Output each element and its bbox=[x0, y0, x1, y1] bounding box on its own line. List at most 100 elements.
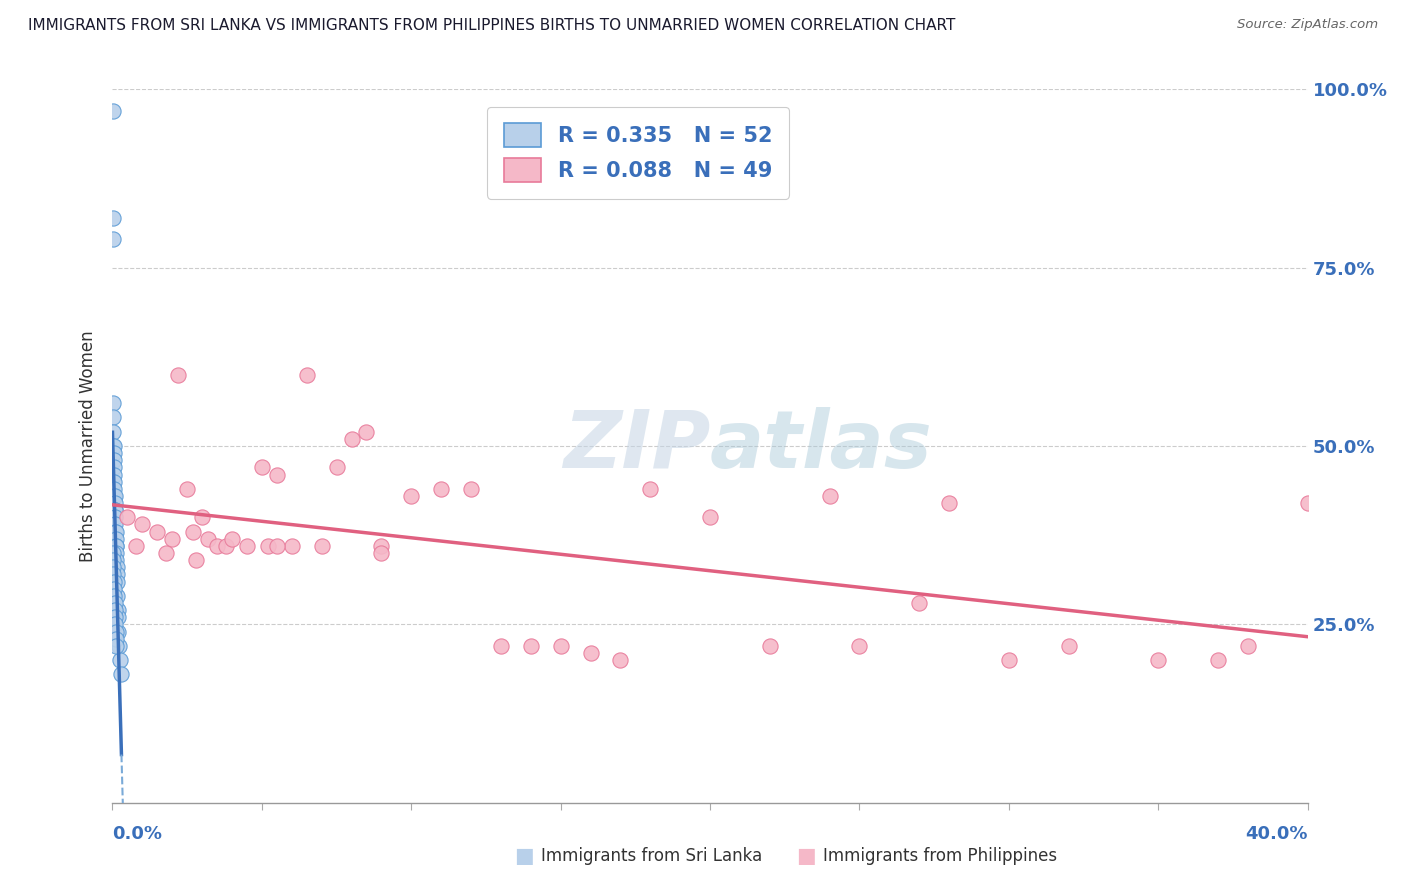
Point bbox=[146, 524, 169, 539]
Point bbox=[325, 460, 347, 475]
Text: Source: ZipAtlas.com: Source: ZipAtlas.com bbox=[1237, 18, 1378, 31]
Point bbox=[356, 425, 378, 439]
Point bbox=[460, 482, 482, 496]
Text: Immigrants from Sri Lanka: Immigrants from Sri Lanka bbox=[541, 847, 762, 865]
Point bbox=[430, 482, 453, 496]
Point bbox=[1147, 653, 1170, 667]
Text: Immigrants from Philippines: Immigrants from Philippines bbox=[823, 847, 1057, 865]
Point bbox=[489, 639, 512, 653]
Y-axis label: Births to Unmarried Women: Births to Unmarried Women bbox=[79, 330, 97, 562]
Point bbox=[998, 653, 1021, 667]
Point bbox=[221, 532, 243, 546]
Point bbox=[250, 460, 273, 475]
Point bbox=[104, 503, 127, 517]
Point bbox=[103, 446, 125, 460]
Point bbox=[101, 232, 124, 246]
Point bbox=[1296, 496, 1319, 510]
Point bbox=[1057, 639, 1080, 653]
Text: ZIP: ZIP bbox=[562, 407, 710, 485]
Point bbox=[101, 211, 124, 225]
Point bbox=[520, 639, 543, 653]
Point bbox=[105, 546, 128, 560]
Point bbox=[295, 368, 318, 382]
Point bbox=[266, 539, 288, 553]
Point bbox=[101, 410, 124, 425]
Point bbox=[107, 610, 129, 624]
Point bbox=[550, 639, 572, 653]
Point bbox=[266, 467, 288, 482]
Point bbox=[117, 510, 139, 524]
Point bbox=[103, 589, 125, 603]
Point bbox=[101, 396, 124, 410]
Point bbox=[103, 467, 125, 482]
Point bbox=[162, 532, 183, 546]
Point bbox=[103, 439, 125, 453]
Point bbox=[176, 482, 198, 496]
Point bbox=[103, 439, 125, 453]
Point bbox=[848, 639, 870, 653]
Point bbox=[101, 553, 124, 567]
Point bbox=[104, 624, 127, 639]
Point bbox=[101, 546, 124, 560]
Point bbox=[281, 539, 304, 553]
Point bbox=[340, 432, 363, 446]
Point bbox=[938, 496, 960, 510]
Point bbox=[104, 539, 127, 553]
Point bbox=[105, 539, 128, 553]
Text: atlas: atlas bbox=[710, 407, 932, 485]
Point bbox=[167, 368, 190, 382]
Point bbox=[108, 653, 131, 667]
Point bbox=[236, 539, 259, 553]
Point bbox=[370, 539, 392, 553]
Point bbox=[103, 574, 125, 589]
Point bbox=[110, 667, 132, 681]
Point bbox=[104, 524, 127, 539]
Point bbox=[104, 603, 127, 617]
Text: IMMIGRANTS FROM SRI LANKA VS IMMIGRANTS FROM PHILIPPINES BIRTHS TO UNMARRIED WOM: IMMIGRANTS FROM SRI LANKA VS IMMIGRANTS … bbox=[28, 18, 956, 33]
Point bbox=[103, 453, 125, 467]
Point bbox=[107, 603, 129, 617]
Point bbox=[197, 532, 219, 546]
Point bbox=[105, 574, 128, 589]
Text: 0.0%: 0.0% bbox=[112, 825, 163, 843]
Point bbox=[105, 632, 128, 646]
Point bbox=[699, 510, 721, 524]
Point bbox=[105, 553, 128, 567]
Point bbox=[105, 589, 128, 603]
Point bbox=[104, 532, 127, 546]
Point bbox=[186, 553, 208, 567]
Point bbox=[108, 639, 131, 653]
Point bbox=[101, 560, 124, 574]
Text: ■: ■ bbox=[796, 847, 815, 866]
Point bbox=[104, 524, 127, 539]
Point bbox=[181, 524, 204, 539]
Point bbox=[257, 539, 280, 553]
Point bbox=[104, 503, 127, 517]
Point bbox=[104, 517, 127, 532]
Point bbox=[131, 517, 153, 532]
Point bbox=[609, 653, 631, 667]
Point bbox=[191, 510, 214, 524]
Point bbox=[103, 567, 125, 582]
Text: ■: ■ bbox=[515, 847, 534, 866]
Point bbox=[205, 539, 228, 553]
Point bbox=[103, 425, 125, 439]
Point bbox=[1206, 653, 1229, 667]
Point bbox=[759, 639, 782, 653]
Point bbox=[107, 624, 129, 639]
Point bbox=[103, 489, 125, 503]
Point bbox=[908, 596, 931, 610]
Point bbox=[105, 639, 128, 653]
Point bbox=[104, 617, 127, 632]
Point bbox=[311, 539, 333, 553]
Point bbox=[103, 482, 125, 496]
Legend: R = 0.335   N = 52, R = 0.088   N = 49: R = 0.335 N = 52, R = 0.088 N = 49 bbox=[488, 107, 789, 199]
Point bbox=[370, 546, 392, 560]
Point bbox=[818, 489, 841, 503]
Point bbox=[1237, 639, 1260, 653]
Point bbox=[101, 103, 124, 118]
Point bbox=[579, 646, 602, 660]
Point bbox=[125, 539, 148, 553]
Point bbox=[103, 489, 125, 503]
Point bbox=[155, 546, 177, 560]
